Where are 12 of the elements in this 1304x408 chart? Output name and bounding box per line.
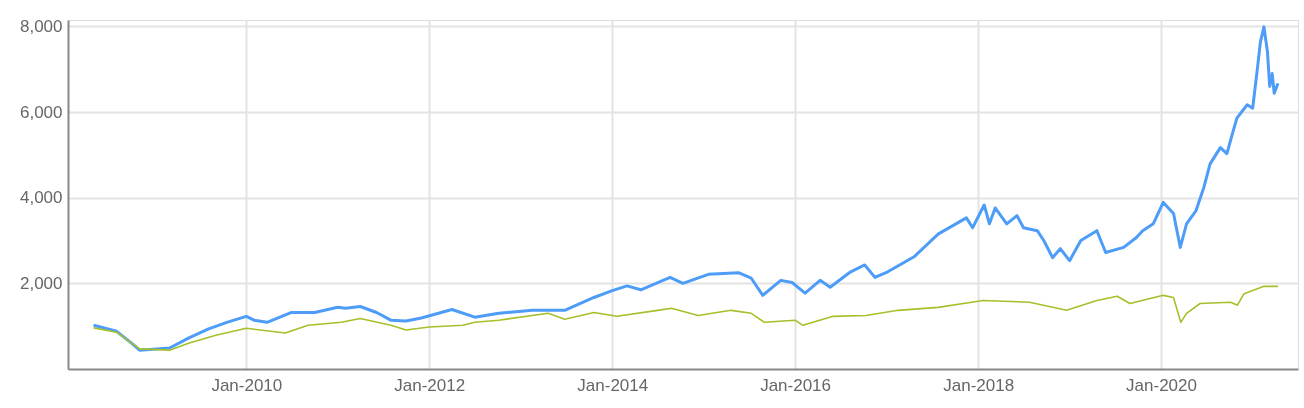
x-tick-label: Jan-2014 — [577, 375, 649, 395]
x-tick-label: Jan-2012 — [394, 375, 466, 395]
x-tick-label: Jan-2020 — [1126, 375, 1197, 395]
y-tick-label: 4,000 — [19, 188, 63, 208]
y-tick-label: 2,000 — [19, 273, 63, 293]
x-tick-label: Jan-2010 — [211, 375, 283, 395]
x-tick-label: Jan-2016 — [760, 375, 832, 395]
x-tick-label: Jan-2018 — [943, 375, 1015, 395]
line-series — [92, 25, 1280, 352]
y-tick-label: 6,000 — [19, 102, 63, 122]
line-series — [92, 285, 1279, 351]
y-tick-label: 8,000 — [19, 16, 63, 36]
